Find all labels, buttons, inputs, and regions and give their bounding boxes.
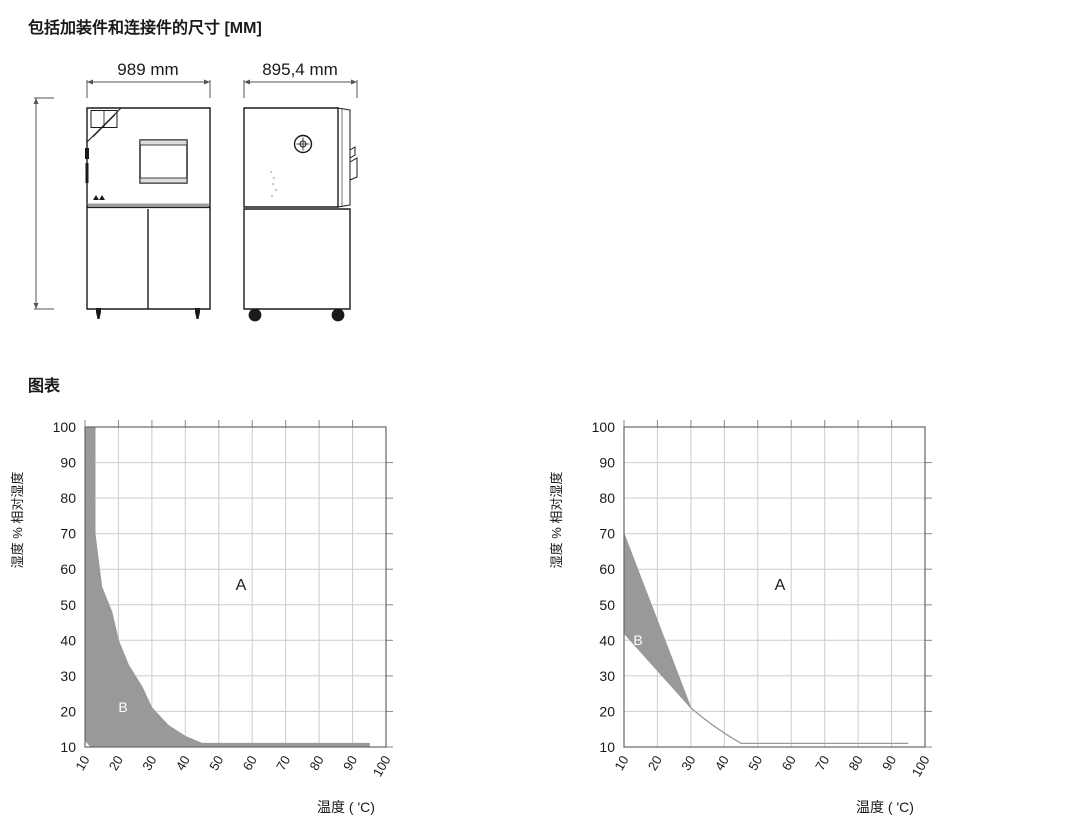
svg-text:60: 60 (240, 753, 260, 773)
svg-text:30: 30 (139, 753, 159, 773)
svg-text:40: 40 (173, 753, 193, 773)
svg-text:90: 90 (340, 753, 360, 773)
svg-text:80: 80 (845, 753, 865, 773)
svg-text:989 mm: 989 mm (117, 60, 178, 79)
svg-text:80: 80 (60, 490, 76, 506)
svg-text:30: 30 (678, 753, 698, 773)
svg-text:1715 mm: 1715 mm (20, 172, 22, 243)
svg-text:60: 60 (599, 561, 615, 577)
svg-text:90: 90 (879, 753, 899, 773)
svg-text:60: 60 (779, 753, 799, 773)
svg-text:10: 10 (611, 753, 631, 773)
svg-text:50: 50 (206, 753, 226, 773)
svg-text:50: 50 (60, 597, 76, 613)
svg-text:100: 100 (909, 753, 933, 779)
svg-text:90: 90 (60, 455, 76, 471)
svg-text:20: 20 (645, 753, 665, 773)
svg-text:A: A (775, 577, 786, 594)
svg-text:30: 30 (599, 668, 615, 684)
svg-text:A: A (236, 577, 247, 594)
svg-text:20: 20 (599, 703, 615, 719)
svg-text:40: 40 (599, 632, 615, 648)
svg-text:60: 60 (60, 561, 76, 577)
svg-text:湿度 % 相对湿度: 湿度 % 相对湿度 (549, 472, 564, 569)
svg-text:70: 70 (812, 753, 832, 773)
svg-text:70: 70 (60, 526, 76, 542)
svg-text:100: 100 (592, 420, 616, 435)
svg-text:温度 ( 'C): 温度 ( 'C) (856, 799, 914, 815)
svg-text:80: 80 (599, 490, 615, 506)
svg-text:40: 40 (712, 753, 732, 773)
svg-text:20: 20 (106, 753, 126, 773)
svg-text:10: 10 (599, 739, 615, 755)
svg-text:70: 70 (273, 753, 293, 773)
svg-text:B: B (118, 699, 127, 715)
svg-text:50: 50 (745, 753, 765, 773)
svg-text:895,4 mm: 895,4 mm (262, 60, 338, 79)
svg-text:40: 40 (60, 632, 76, 648)
svg-text:80: 80 (306, 753, 326, 773)
svg-text:100: 100 (370, 753, 394, 779)
svg-text:温度 ( 'C): 温度 ( 'C) (317, 799, 375, 815)
svg-text:90: 90 (599, 455, 615, 471)
svg-text:100: 100 (53, 420, 77, 435)
svg-text:50: 50 (599, 597, 615, 613)
svg-text:20: 20 (60, 703, 76, 719)
svg-text:10: 10 (72, 753, 92, 773)
svg-text:70: 70 (599, 526, 615, 542)
svg-text:30: 30 (60, 668, 76, 684)
svg-text:湿度 % 相对湿度: 湿度 % 相对湿度 (10, 472, 25, 569)
svg-text:B: B (633, 632, 642, 648)
svg-text:10: 10 (60, 739, 76, 755)
